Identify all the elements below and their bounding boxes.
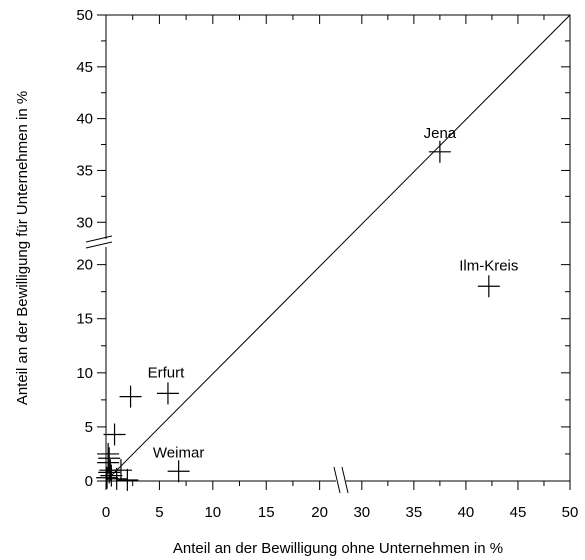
x-break-gap (336, 469, 346, 493)
x-tick-label: 0 (102, 504, 110, 521)
data-point: Ilm-Kreis (459, 257, 518, 298)
x-tick-label: 45 (510, 504, 527, 521)
data-point: Weimar (153, 444, 204, 483)
data-point: Jena (424, 125, 457, 163)
data-point (103, 423, 126, 446)
data-point: Erfurt (148, 364, 186, 405)
y-tick-label: 15 (76, 311, 93, 328)
data-point (116, 468, 139, 491)
y-tick-label: 35 (76, 162, 93, 179)
y-axis-title: Anteil an der Bewilligung für Unternehme… (14, 91, 31, 405)
y-axis-ticks: 0 5 10 15 20 30 35 40 45 50 (76, 7, 570, 490)
x-axis-break-marker (333, 466, 349, 494)
x-tick-label: 10 (204, 504, 221, 521)
y-tick-label: 10 (76, 365, 93, 382)
x-tick-label: 50 (562, 504, 579, 521)
point-label: Jena (424, 125, 457, 142)
y-break-slash (85, 241, 113, 249)
data-point (100, 464, 123, 487)
point-label: Ilm-Kreis (459, 257, 518, 274)
x-tick-label: 35 (406, 504, 423, 521)
x-tick-label: 15 (258, 504, 275, 521)
y-axis-break-marker (84, 235, 114, 249)
x-tick-label: 20 (311, 504, 328, 521)
data-point (96, 466, 119, 489)
x-tick-label: 5 (155, 504, 163, 521)
x-break-slash (333, 466, 341, 494)
point-label: Erfurt (148, 364, 186, 381)
data-point (109, 459, 132, 482)
y-break-slash (85, 235, 113, 243)
data-point (98, 461, 121, 484)
y-tick-label: 45 (76, 59, 93, 76)
y-tick-label: 40 (76, 111, 93, 128)
point-label: Weimar (153, 444, 204, 461)
y-tick-label: 50 (76, 7, 93, 24)
x-tick-label: 40 (458, 504, 475, 521)
diagonal-reference-line (105, 14, 571, 482)
y-tick-label: 5 (85, 419, 93, 436)
x-break-slash (341, 466, 349, 494)
x-tick-label: 30 (353, 504, 370, 521)
x-axis-title: Anteil an der Bewilligung ohne Unternehm… (173, 540, 503, 557)
data-point (119, 385, 142, 408)
x-axis-ticks: 0 5 10 15 20 30 35 40 45 50 (102, 15, 579, 521)
data-points: Jena Ilm-Kreis Erfurt Weimar (96, 125, 518, 491)
y-tick-label: 20 (76, 257, 93, 274)
y-tick-label: 30 (76, 214, 93, 231)
y-break-gap (84, 239, 114, 247)
y-tick-label: 0 (85, 473, 93, 490)
